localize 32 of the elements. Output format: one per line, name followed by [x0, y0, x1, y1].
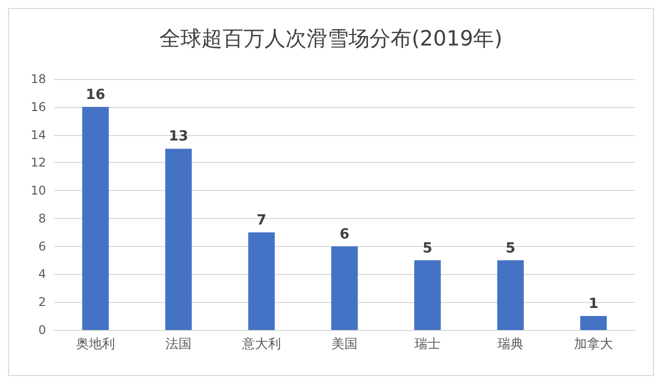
- y-tick-label: 10: [30, 184, 46, 198]
- bar: [497, 260, 524, 330]
- y-tick-label: 0: [38, 323, 46, 337]
- bar: [331, 246, 358, 330]
- data-label: 7: [256, 212, 266, 228]
- data-label: 5: [506, 240, 516, 256]
- y-tick-label: 12: [30, 156, 46, 170]
- x-tick-label: 瑞士: [414, 337, 440, 352]
- y-tick-label: 14: [30, 128, 46, 142]
- bar: [580, 316, 607, 330]
- x-tick-label: 奥地利: [76, 337, 115, 352]
- data-label: 1: [588, 296, 598, 312]
- y-tick-label: 18: [30, 72, 46, 86]
- y-tick-label: 2: [38, 295, 46, 310]
- y-tick-label: 6: [38, 239, 46, 254]
- y-tick-label: 16: [30, 100, 46, 114]
- data-label: 16: [86, 86, 106, 103]
- data-label: 5: [422, 240, 432, 256]
- data-label: 13: [168, 128, 188, 145]
- bar: [165, 148, 192, 330]
- bar: [82, 106, 109, 330]
- y-tick-label: 8: [38, 211, 46, 226]
- x-tick-label: 加拿大: [574, 337, 613, 352]
- bar: [248, 232, 275, 330]
- x-tick-label: 法国: [166, 337, 192, 352]
- x-tick-label: 意大利: [241, 337, 281, 352]
- y-tick-label: 4: [38, 267, 46, 282]
- bar: [414, 260, 441, 330]
- data-label: 6: [340, 226, 350, 242]
- x-tick-label: 瑞典: [498, 337, 524, 352]
- chart-title: 全球超百万人次滑雪场分布(2019年): [160, 26, 502, 50]
- x-tick-label: 美国: [332, 336, 358, 352]
